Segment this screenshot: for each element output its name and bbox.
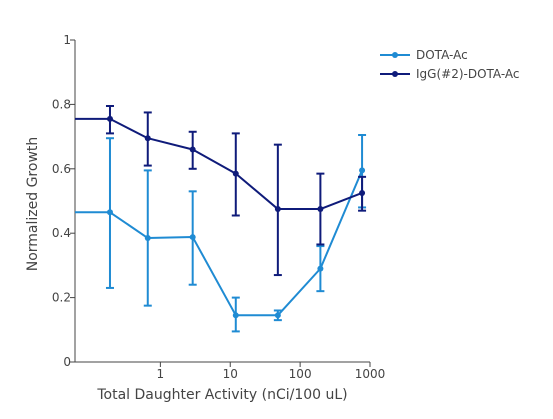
- data-point: [106, 115, 113, 122]
- series-line: [75, 170, 363, 317]
- data-point: [317, 265, 324, 272]
- x-tick-label: 1: [157, 367, 165, 381]
- data-point: [106, 209, 113, 216]
- series-2: [75, 105, 367, 277]
- y-tick-label: 0.6: [52, 162, 71, 176]
- y-tick-label: 1: [63, 33, 71, 47]
- x-tick-label: 10: [223, 367, 238, 381]
- data-point: [189, 234, 196, 241]
- y-tick-label: 0.2: [52, 291, 71, 305]
- data-point: [144, 235, 151, 242]
- legend-label: DOTA-Ac: [416, 48, 468, 62]
- data-point: [359, 167, 366, 174]
- data-point: [317, 206, 324, 213]
- y-tick-label: 0: [63, 355, 71, 369]
- x-tick-label: 100: [289, 367, 312, 381]
- y-tick-label: 0.8: [52, 97, 71, 111]
- series-line: [75, 117, 363, 211]
- legend-swatch-marker: [392, 71, 398, 77]
- series-1: [75, 133, 367, 333]
- y-tick-label: 0.4: [52, 226, 71, 240]
- x-tick-label: 1000: [355, 367, 386, 381]
- legend-item-2: IgG(#2)-DOTA-Ac: [380, 67, 520, 81]
- legend-swatch-marker: [392, 52, 398, 58]
- data-point: [232, 170, 239, 177]
- data-point: [144, 135, 151, 142]
- data-point: [189, 146, 196, 153]
- x-axis-title: Total Daughter Activity (nCi/100 uL): [96, 387, 347, 403]
- series-layer: [75, 105, 367, 333]
- data-point: [274, 206, 281, 213]
- legend-label: IgG(#2)-DOTA-Ac: [416, 67, 520, 81]
- y-axis-title: Normalized Growth: [25, 137, 41, 272]
- legend: DOTA-Ac IgG(#2)-DOTA-Ac: [380, 48, 520, 81]
- axes-layer: 0 0.2 0.4 0.6 0.8 1 1 10 100 1000: [52, 33, 385, 381]
- data-point: [359, 189, 366, 196]
- data-point: [232, 312, 239, 319]
- legend-item-1: DOTA-Ac: [380, 48, 468, 62]
- data-point: [274, 312, 281, 319]
